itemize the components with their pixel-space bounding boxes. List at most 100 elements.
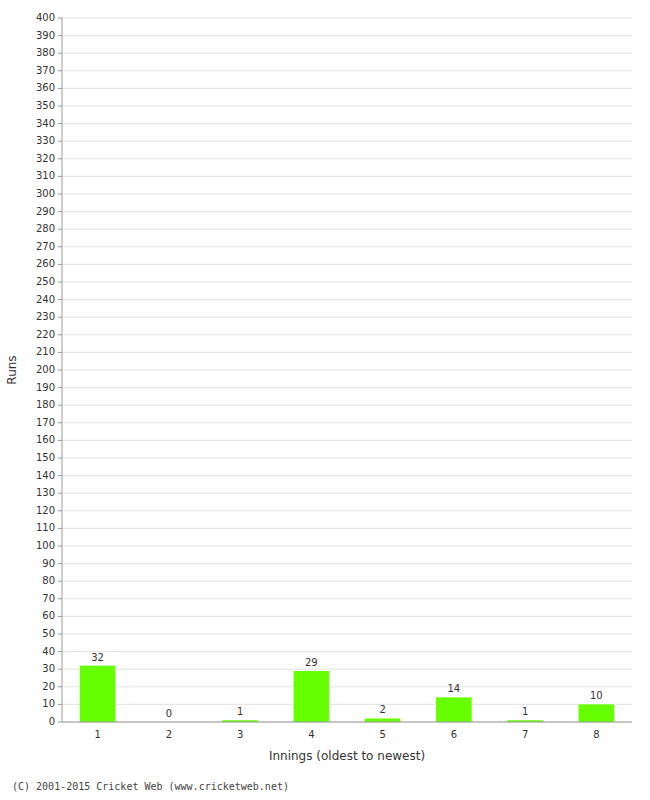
data-label: 29 <box>305 657 318 668</box>
y-tick-label: 340 <box>36 118 55 129</box>
y-tick <box>58 528 62 529</box>
grid-line <box>62 211 632 212</box>
x-tick-label: 6 <box>451 729 457 740</box>
chart: 0102030405060708090100110120130140150160… <box>0 0 650 800</box>
y-tick-label: 200 <box>36 364 55 375</box>
grid-line <box>62 352 632 353</box>
y-tick <box>58 123 62 124</box>
y-tick-label: 260 <box>36 258 55 269</box>
grid-line <box>62 440 632 441</box>
y-tick-label: 10 <box>42 698 55 709</box>
x-tick-label: 8 <box>593 729 599 740</box>
y-tick <box>58 35 62 36</box>
grid-line <box>62 264 632 265</box>
y-tick-label: 50 <box>42 628 55 639</box>
y-tick <box>58 651 62 652</box>
y-tick <box>58 299 62 300</box>
y-tick-label: 400 <box>36 12 55 23</box>
x-tick-label: 7 <box>522 729 528 740</box>
grid-line <box>62 616 632 617</box>
bar <box>294 671 330 722</box>
y-tick <box>58 616 62 617</box>
grid-line <box>62 141 632 142</box>
y-tick-label: 140 <box>36 470 55 481</box>
y-tick <box>58 194 62 195</box>
grid-line <box>62 510 632 511</box>
data-labels: 320129214110 <box>91 652 602 719</box>
y-tick-label: 120 <box>36 505 55 516</box>
grid-line <box>62 176 632 177</box>
x-tick-label: 4 <box>308 729 314 740</box>
y-tick <box>58 141 62 142</box>
data-label: 1 <box>237 706 243 717</box>
grid-line <box>62 387 632 388</box>
y-axis: 0102030405060708090100110120130140150160… <box>36 12 62 727</box>
y-tick <box>58 686 62 687</box>
grid-line <box>62 246 632 247</box>
grid-line <box>62 334 632 335</box>
y-tick-label: 220 <box>36 329 55 340</box>
grid-line <box>62 669 632 670</box>
y-tick-label: 320 <box>36 153 55 164</box>
grid-line <box>62 35 632 36</box>
y-tick <box>58 458 62 459</box>
y-tick <box>58 563 62 564</box>
grid-line <box>62 546 632 547</box>
y-tick <box>58 229 62 230</box>
y-tick <box>58 176 62 177</box>
y-tick-label: 150 <box>36 452 55 463</box>
y-tick <box>58 317 62 318</box>
y-tick <box>58 669 62 670</box>
grid-line <box>62 106 632 107</box>
bars <box>80 666 614 722</box>
grid-line <box>62 282 632 283</box>
y-tick-label: 90 <box>42 558 55 569</box>
grid-line <box>62 422 632 423</box>
x-axis: 12345678 <box>62 722 632 740</box>
grid-line <box>62 493 632 494</box>
data-label: 1 <box>522 706 528 717</box>
grid-line <box>62 704 632 705</box>
y-tick-label: 190 <box>36 382 55 393</box>
grid-line <box>62 299 632 300</box>
y-axis-label: Runs <box>5 355 19 384</box>
grid-line <box>62 405 632 406</box>
y-tick-label: 290 <box>36 206 55 217</box>
y-tick <box>58 70 62 71</box>
y-tick-label: 160 <box>36 434 55 445</box>
y-tick-label: 270 <box>36 241 55 252</box>
y-tick-label: 20 <box>42 681 55 692</box>
grid-line <box>62 634 632 635</box>
grid-line <box>62 475 632 476</box>
y-tick <box>58 405 62 406</box>
y-tick <box>58 598 62 599</box>
y-tick <box>58 440 62 441</box>
y-tick-label: 280 <box>36 223 55 234</box>
y-tick-label: 130 <box>36 487 55 498</box>
y-tick <box>58 106 62 107</box>
y-tick-label: 370 <box>36 65 55 76</box>
y-axis-line <box>62 18 63 722</box>
y-tick <box>58 158 62 159</box>
y-tick-label: 330 <box>36 135 55 146</box>
data-label: 2 <box>379 704 385 715</box>
y-tick-label: 80 <box>42 575 55 586</box>
y-tick-label: 70 <box>42 593 55 604</box>
grid-line <box>62 18 632 19</box>
bar <box>579 704 615 722</box>
y-tick <box>58 370 62 371</box>
y-tick-label: 40 <box>42 646 55 657</box>
grid-line <box>62 528 632 529</box>
y-tick <box>58 546 62 547</box>
y-tick-label: 110 <box>36 522 55 533</box>
y-tick <box>58 704 62 705</box>
y-tick <box>58 634 62 635</box>
y-tick-label: 240 <box>36 294 55 305</box>
y-tick <box>58 510 62 511</box>
bar <box>365 718 401 722</box>
grid-line <box>62 458 632 459</box>
y-tick-label: 30 <box>42 663 55 674</box>
y-tick-label: 300 <box>36 188 55 199</box>
y-tick-label: 380 <box>36 47 55 58</box>
x-tick-label: 5 <box>379 729 385 740</box>
